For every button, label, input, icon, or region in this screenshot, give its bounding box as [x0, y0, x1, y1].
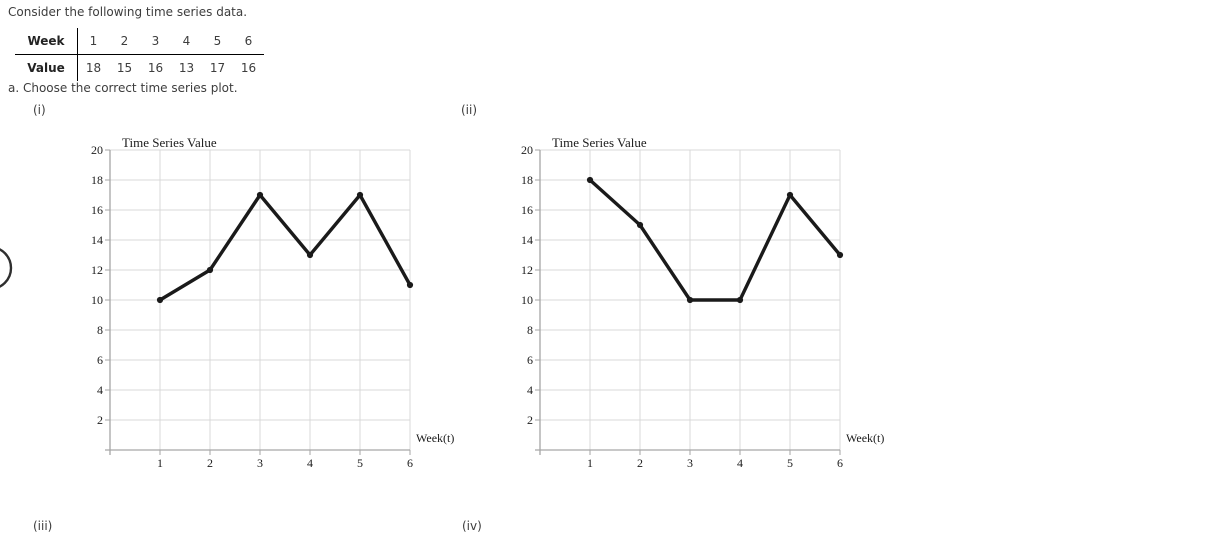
option-label-ii: (ii) [461, 103, 478, 117]
data-point-marker [156, 296, 164, 304]
data-point-marker [736, 296, 744, 304]
y-tick-label: 2 [527, 413, 533, 427]
y-tick-label: 12 [91, 263, 103, 277]
x-axis-label: Week(t) [416, 431, 454, 445]
y-tick-label: 18 [91, 173, 103, 187]
question-intro: Consider the following time series data. [8, 5, 248, 19]
week-cell: 5 [202, 28, 233, 55]
x-axis-label: Week(t) [846, 431, 884, 445]
week-cell: 3 [140, 28, 171, 55]
data-point-marker [406, 281, 414, 289]
x-tick-label: 1 [587, 456, 593, 470]
y-tick-label: 12 [521, 263, 533, 277]
data-point-marker [256, 191, 264, 199]
x-tick-label: 4 [307, 456, 313, 470]
y-tick-label: 4 [97, 383, 103, 397]
data-point-marker [636, 221, 644, 229]
value-cell: 18 [85, 61, 102, 75]
cutoff-radio-circle-icon[interactable] [0, 245, 14, 295]
row-header-week: Week [15, 28, 78, 55]
value-cell: 16 [147, 61, 164, 75]
x-tick-label: 5 [357, 456, 363, 470]
data-point-marker [306, 251, 314, 259]
x-tick-label: 5 [787, 456, 793, 470]
table-row-value: Value 18 15 16 13 17 16 [15, 54, 264, 81]
y-tick-label: 18 [521, 173, 533, 187]
y-tick-label: 10 [521, 293, 533, 307]
value-cell: 16 [240, 61, 257, 75]
x-tick-label: 2 [637, 456, 643, 470]
y-tick-label: 20 [521, 143, 533, 157]
value-cell: 17 [209, 61, 226, 75]
x-tick-label: 6 [837, 456, 843, 470]
x-tick-label: 3 [257, 456, 263, 470]
series-line [588, 178, 842, 302]
series-line [158, 193, 412, 302]
y-tick-label: 16 [521, 203, 533, 217]
data-point-marker [786, 191, 794, 199]
y-tick-label: 14 [91, 233, 103, 247]
data-point-marker [586, 176, 594, 184]
y-tick-label: 14 [521, 233, 533, 247]
value-cell: 15 [116, 61, 133, 75]
time-series-table: Week 1 2 3 4 5 6 Value 18 15 16 13 17 16 [15, 28, 264, 81]
y-tick-label: 16 [91, 203, 103, 217]
row-header-value: Value [15, 54, 78, 81]
y-tick-label: 4 [527, 383, 533, 397]
week-cell: 4 [171, 28, 202, 55]
y-tick-label: 20 [91, 143, 103, 157]
x-tick-label: 4 [737, 456, 743, 470]
chart-title: Time Series Value [552, 135, 647, 150]
y-tick-label: 2 [97, 413, 103, 427]
y-tick-label: 6 [97, 353, 103, 367]
data-point-marker [356, 191, 364, 199]
x-tick-label: 6 [407, 456, 413, 470]
week-cell: 6 [233, 28, 264, 55]
data-point-marker [206, 266, 214, 274]
y-tick-label: 8 [527, 323, 533, 337]
x-tick-label: 3 [687, 456, 693, 470]
week-cell: 1 [77, 28, 109, 55]
y-tick-label: 8 [97, 323, 103, 337]
option-label-iii: (iii) [33, 519, 53, 533]
week-cell: 2 [109, 28, 140, 55]
table-row-week: Week 1 2 3 4 5 6 [15, 28, 264, 55]
option-label-iv: (iv) [462, 519, 482, 533]
value-cell: 13 [178, 61, 195, 75]
x-tick-label: 1 [157, 456, 163, 470]
y-tick-label: 10 [91, 293, 103, 307]
data-point-marker [836, 251, 844, 259]
x-tick-label: 2 [207, 456, 213, 470]
option-label-i: (i) [33, 103, 46, 117]
question-prompt: a. Choose the correct time series plot. [8, 81, 238, 95]
y-tick-label: 6 [527, 353, 533, 367]
data-point-marker [686, 296, 694, 304]
chart-title: Time Series Value [122, 135, 217, 150]
